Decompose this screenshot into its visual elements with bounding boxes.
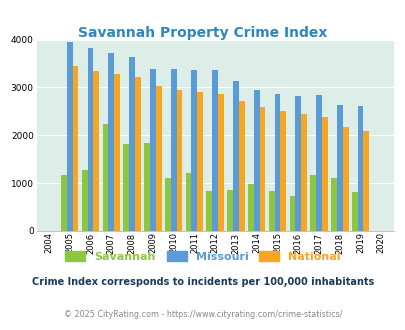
- Bar: [164, 178, 171, 231]
- Bar: [123, 144, 129, 231]
- Bar: [357, 106, 362, 231]
- Bar: [232, 81, 238, 231]
- Bar: [330, 178, 336, 231]
- Bar: [217, 94, 223, 231]
- Bar: [301, 114, 306, 231]
- Bar: [176, 90, 182, 231]
- Bar: [156, 85, 161, 231]
- Legend: Savannah, Missouri, National: Savannah, Missouri, National: [61, 247, 344, 266]
- Bar: [114, 74, 120, 231]
- Bar: [197, 92, 202, 231]
- Bar: [129, 57, 135, 231]
- Bar: [171, 69, 176, 231]
- Bar: [351, 192, 357, 231]
- Bar: [82, 170, 87, 231]
- Bar: [227, 190, 232, 231]
- Bar: [206, 191, 212, 231]
- Bar: [67, 42, 72, 231]
- Bar: [336, 105, 342, 231]
- Bar: [102, 124, 108, 231]
- Bar: [61, 175, 67, 231]
- Bar: [149, 69, 156, 231]
- Bar: [342, 127, 347, 231]
- Bar: [289, 196, 294, 231]
- Bar: [268, 191, 274, 231]
- Bar: [93, 71, 99, 231]
- Bar: [321, 116, 327, 231]
- Bar: [280, 112, 286, 231]
- Text: Savannah Property Crime Index: Savannah Property Crime Index: [78, 26, 327, 40]
- Bar: [274, 94, 280, 231]
- Bar: [72, 66, 78, 231]
- Text: Crime Index corresponds to incidents per 100,000 inhabitants: Crime Index corresponds to incidents per…: [32, 278, 373, 287]
- Bar: [315, 95, 321, 231]
- Text: © 2025 CityRating.com - https://www.cityrating.com/crime-statistics/: © 2025 CityRating.com - https://www.city…: [64, 310, 341, 319]
- Bar: [294, 96, 301, 231]
- Bar: [259, 107, 265, 231]
- Bar: [212, 70, 217, 231]
- Bar: [309, 175, 315, 231]
- Bar: [108, 53, 114, 231]
- Bar: [362, 130, 369, 231]
- Bar: [135, 78, 141, 231]
- Bar: [238, 101, 244, 231]
- Bar: [185, 173, 191, 231]
- Bar: [191, 70, 197, 231]
- Bar: [253, 90, 259, 231]
- Bar: [247, 184, 253, 231]
- Bar: [144, 143, 149, 231]
- Bar: [87, 48, 93, 231]
